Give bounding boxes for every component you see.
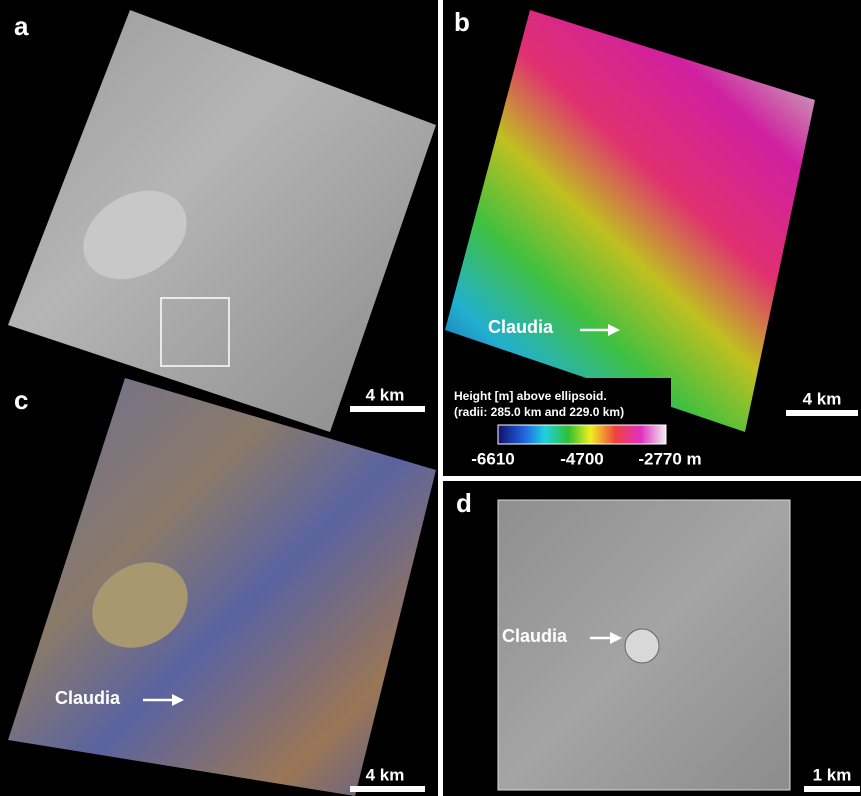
scale-label: 4 km [366, 765, 405, 784]
scale-bar [804, 786, 860, 792]
divider [443, 476, 861, 481]
image-b [445, 10, 815, 432]
image-a [8, 10, 436, 432]
scale-label: 4 km [366, 385, 405, 404]
arrowhead [610, 632, 622, 644]
colorbar-title: Height [m] above ellipsoid. [454, 389, 607, 403]
panel-label: c [14, 385, 28, 415]
colorbar-tick: -4700 [560, 449, 603, 468]
feature-label: Claudia [502, 626, 568, 646]
colorbar-tick: -2770 m [638, 449, 701, 468]
crater [624, 628, 660, 664]
panel-label: a [14, 11, 29, 41]
scale-bar [786, 410, 858, 416]
colorbar [497, 424, 667, 445]
colorbar-subtitle: (radii: 285.0 km and 229.0 km) [454, 405, 624, 419]
mound [92, 562, 188, 648]
divider [438, 0, 443, 796]
mound [83, 190, 187, 280]
feature-label: Claudia [55, 688, 121, 708]
feature-label: Claudia [488, 317, 554, 337]
scale-label: 1 km [813, 765, 852, 784]
scale-bar [350, 406, 425, 412]
colorbar-tick: -6610 [471, 449, 514, 468]
scale-bar [350, 786, 425, 792]
arrowhead [172, 694, 184, 706]
inset-box [160, 297, 230, 367]
arrowhead [608, 324, 620, 336]
scale-label: 4 km [803, 389, 842, 408]
panel-label: d [456, 488, 472, 518]
image-c [8, 378, 436, 796]
panel-label: b [454, 7, 470, 37]
